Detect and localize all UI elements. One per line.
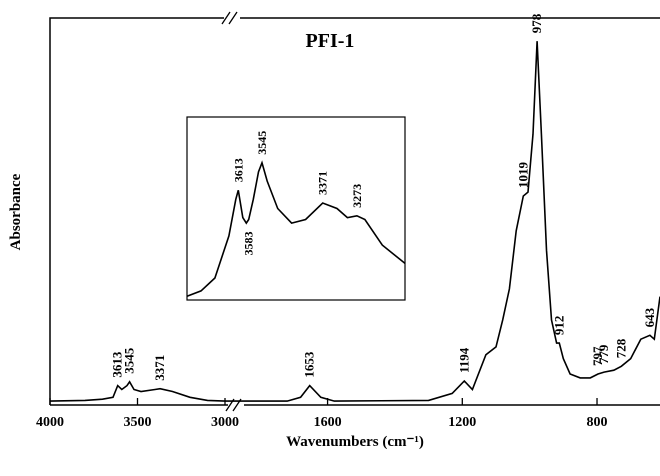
frame (49, 17, 660, 406)
peak-label: 3371 (152, 355, 167, 381)
peak-label: 3583 (242, 231, 256, 255)
peak-label: 797 (590, 346, 605, 366)
peak-label: 912 (551, 316, 566, 336)
x-tick-label: 1200 (448, 415, 476, 430)
spectrum-line (49, 41, 660, 402)
spectrum-line (186, 160, 406, 298)
peak-label: 1194 (456, 347, 471, 373)
peak-label: 728 (613, 338, 628, 358)
x-axis-label: Wavenumbers (cm⁻¹) (286, 434, 424, 450)
y-axis-label: Absorbance (8, 173, 24, 250)
inset-frame (186, 116, 406, 301)
peak-label: 3545 (122, 347, 137, 374)
peak-label: 3613 (231, 158, 245, 182)
peak-label: 1019 (515, 162, 530, 189)
peak-label: 1653 (302, 351, 317, 378)
chart-title: PFI-1 (306, 30, 355, 52)
peak-label: 978 (529, 13, 544, 33)
x-tick-label: 1600 (314, 415, 342, 430)
x-tick-label: 800 (587, 415, 608, 430)
x-tick-label: 3500 (124, 415, 152, 430)
peak-label: 3371 (316, 171, 330, 195)
x-tick-label: 4000 (36, 415, 64, 430)
x-tick-label: 3000 (211, 415, 239, 430)
peak-label: 3613 (110, 351, 125, 378)
peak-label: 643 (642, 307, 657, 327)
peak-label: 3545 (255, 131, 269, 155)
axis-break (221, 11, 242, 412)
peak-label: 779 (596, 344, 611, 364)
peak-label: 3273 (350, 184, 364, 208)
